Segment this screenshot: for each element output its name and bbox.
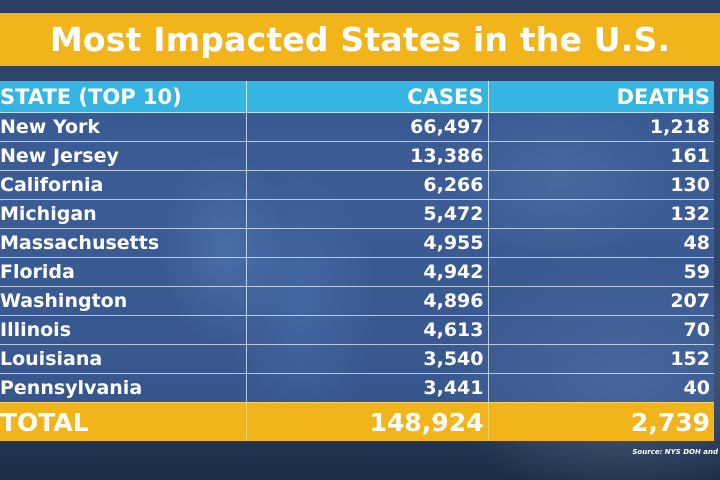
table-row: Massachusetts 4,955 48 (0, 228, 714, 258)
state-cases: 3,540 (246, 344, 489, 374)
state-cases: 4,896 (246, 286, 489, 316)
state-name: Louisiana (0, 344, 247, 374)
state-name: New Jersey (0, 141, 247, 171)
state-deaths: 40 (488, 373, 714, 403)
state-deaths: 48 (488, 228, 714, 258)
total-deaths: 2,739 (488, 402, 714, 441)
header-deaths: DEATHS (488, 81, 714, 113)
state-cases: 4,613 (246, 315, 489, 345)
state-cases: 4,955 (246, 228, 489, 258)
table-row: Louisiana 3,540 152 (0, 344, 714, 374)
state-cases: 66,497 (246, 112, 489, 142)
state-name: Florida (0, 257, 247, 287)
state-cases: 6,266 (246, 170, 489, 200)
header-state: STATE (TOP 10) (0, 81, 247, 113)
table-row: Illinois 4,613 70 (0, 315, 714, 345)
table-row: Pennsylvania 3,441 40 (0, 373, 714, 403)
total-label: TOTAL (0, 402, 247, 441)
state-cases: 5,472 (246, 199, 489, 229)
state-deaths: 161 (488, 141, 714, 171)
total-cases: 148,924 (246, 402, 489, 441)
states-table: STATE (TOP 10) CASES DEATHS New York 66,… (0, 81, 714, 441)
state-deaths: 132 (488, 199, 714, 229)
state-name: Pennsylvania (0, 373, 247, 403)
table-row: New York 66,497 1,218 (0, 112, 714, 142)
state-name: New York (0, 112, 247, 142)
state-cases: 4,942 (246, 257, 489, 287)
state-name: California (0, 170, 247, 200)
table-row: New Jersey 13,386 161 (0, 141, 714, 171)
state-deaths: 152 (488, 344, 714, 374)
table-row: Washington 4,896 207 (0, 286, 714, 316)
header-cases: CASES (246, 81, 489, 113)
state-name: Massachusetts (0, 228, 247, 258)
source-credit: Source: NYS DOH and (632, 448, 718, 456)
table-header-row: STATE (TOP 10) CASES DEATHS (0, 81, 714, 113)
state-deaths: 1,218 (488, 112, 714, 142)
table-row: Michigan 5,472 132 (0, 199, 714, 229)
table-row: Florida 4,942 59 (0, 257, 714, 287)
title-banner: Most Impacted States in the U.S. (0, 13, 720, 66)
state-cases: 3,441 (246, 373, 489, 403)
state-deaths: 59 (488, 257, 714, 287)
table-row: California 6,266 130 (0, 170, 714, 200)
state-name: Illinois (0, 315, 247, 345)
total-row: TOTAL 148,924 2,739 (0, 402, 714, 441)
state-name: Washington (0, 286, 247, 316)
state-deaths: 70 (488, 315, 714, 345)
state-deaths: 130 (488, 170, 714, 200)
state-cases: 13,386 (246, 141, 489, 171)
page-title: Most Impacted States in the U.S. (49, 20, 671, 59)
state-deaths: 207 (488, 286, 714, 316)
state-name: Michigan (0, 199, 247, 229)
